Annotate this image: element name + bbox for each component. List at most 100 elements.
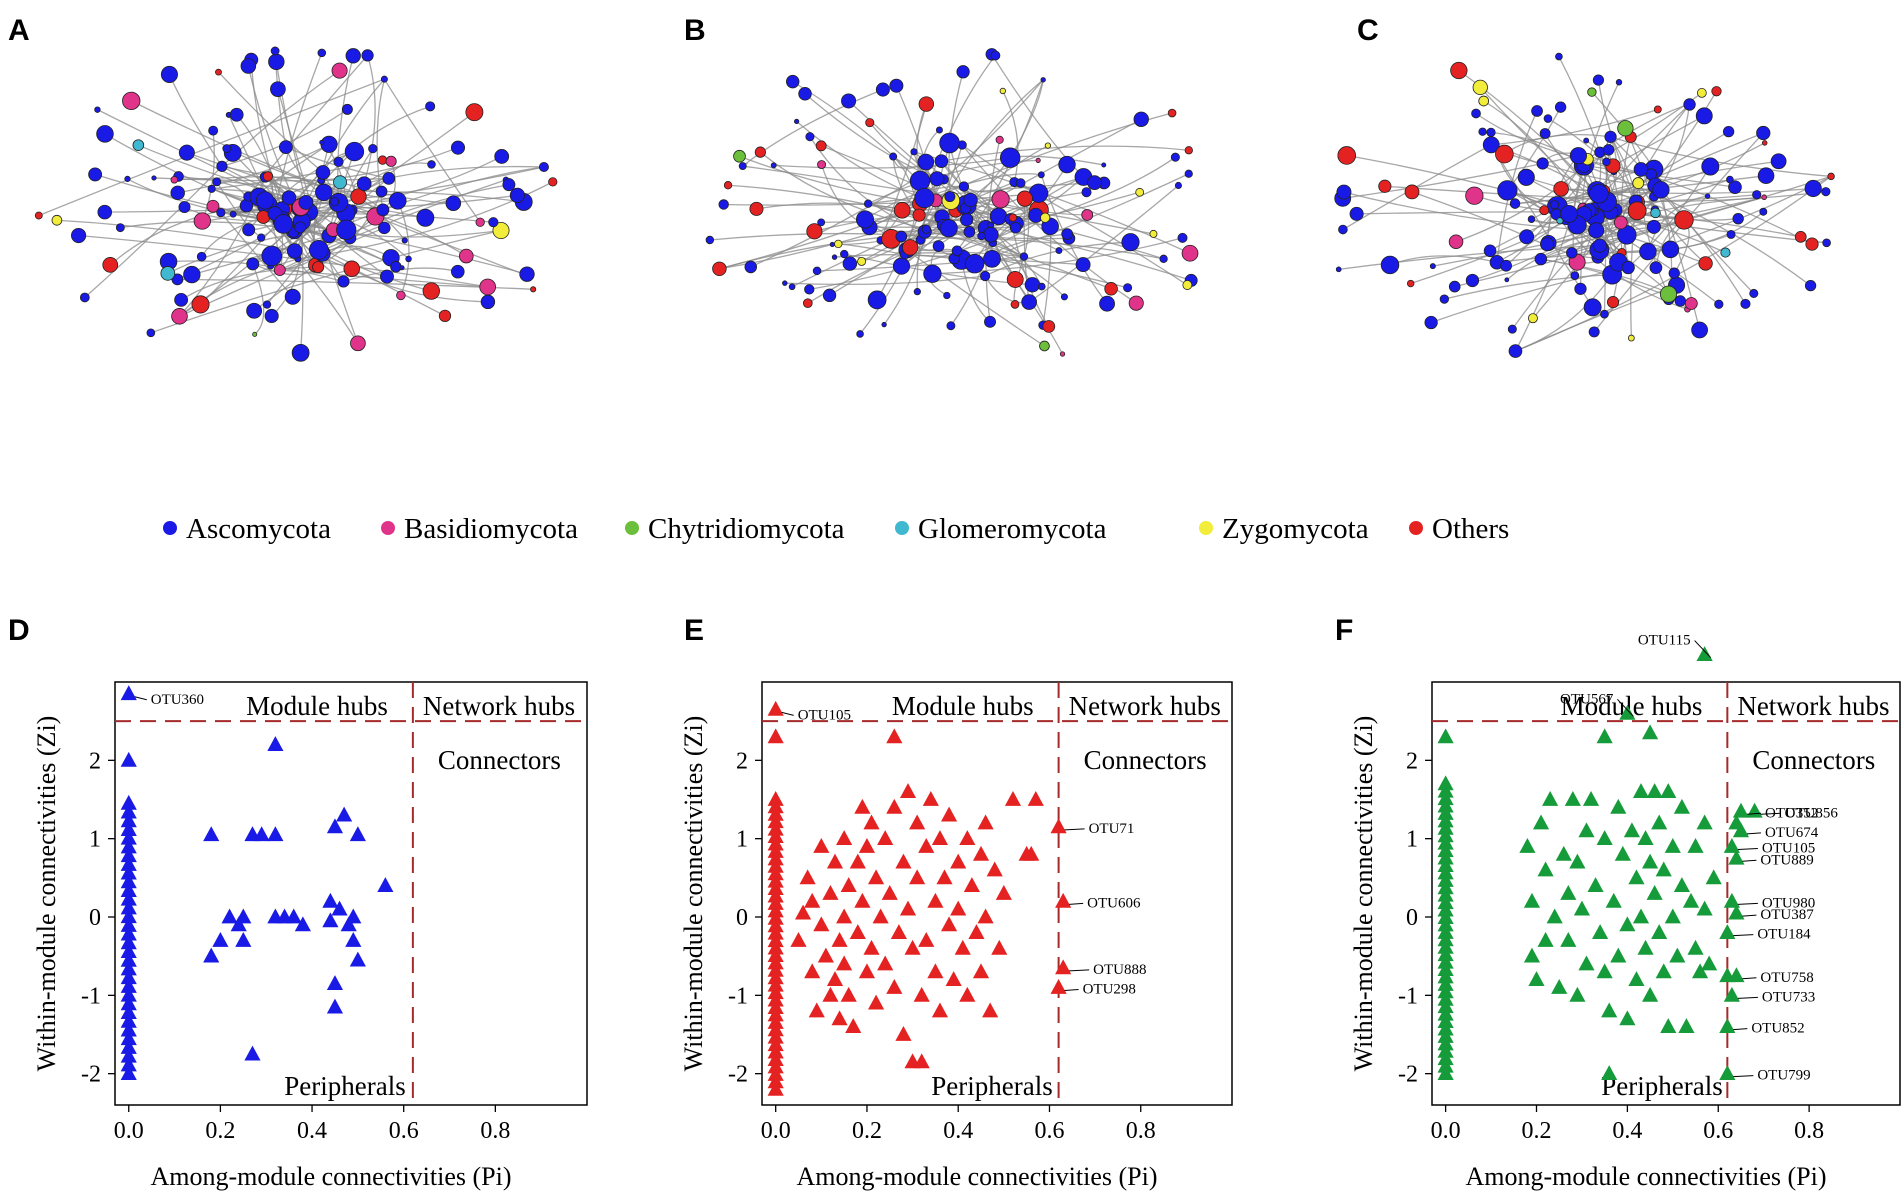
y-axis-title: Within-module connectivities (Zi)	[32, 716, 61, 1072]
network-edge	[1647, 195, 1708, 252]
network-node	[983, 226, 999, 243]
data-point	[1660, 783, 1677, 799]
network-node	[723, 181, 733, 190]
network-node	[1539, 128, 1551, 139]
x-axis-title: Among-module connectivities (Pi)	[150, 1162, 511, 1191]
network-edge	[180, 266, 319, 301]
network-node	[1613, 215, 1628, 230]
network-node	[1170, 152, 1180, 162]
network-node	[1543, 114, 1553, 123]
network-node	[855, 210, 875, 229]
network-node	[1439, 294, 1449, 304]
network-node	[1465, 186, 1484, 205]
network-node	[170, 175, 179, 184]
data-point	[331, 900, 348, 916]
network-edge	[78, 234, 488, 288]
scatter-panel-e: E 0.0 0.2 0.4 0.6 0.8 -2 -1 0 1 2 Among-module conn…	[679, 614, 1233, 1191]
network-edge	[1583, 164, 1736, 188]
y-tick-label: 0	[1406, 905, 1418, 931]
network-node	[895, 230, 908, 243]
network-node	[1429, 263, 1436, 270]
network-node	[705, 235, 715, 245]
network-node	[1650, 207, 1661, 219]
network-node	[1549, 200, 1560, 210]
data-point	[244, 1045, 261, 1061]
data-point	[840, 877, 857, 893]
network-node	[509, 187, 526, 203]
network-node	[262, 300, 272, 309]
data-point	[895, 1026, 912, 1041]
network-node	[1583, 298, 1602, 317]
network-edge	[936, 178, 1088, 216]
network-node	[1556, 217, 1564, 225]
data-point	[1646, 783, 1663, 799]
network-node	[1483, 244, 1497, 258]
network-node	[1055, 247, 1063, 255]
network-node	[1587, 87, 1597, 97]
network-node	[1653, 105, 1662, 114]
otu-label: OTU352	[1765, 805, 1818, 821]
data-point	[120, 995, 137, 1011]
network-node	[445, 195, 462, 212]
data-point	[120, 1030, 137, 1046]
data-point	[120, 943, 137, 958]
otu-label: OTU606	[1087, 895, 1141, 911]
scatter-panels: D 0.0 0.2 0.4 0.6 0.8 -2 -1 0 1 2 Among-module conn…	[8, 614, 1901, 1191]
network-edge	[150, 229, 502, 334]
network-node	[1081, 187, 1092, 198]
network-node	[1757, 167, 1775, 184]
legend-marker	[381, 521, 395, 535]
network-nodes	[705, 48, 1199, 357]
data-point	[868, 994, 885, 1010]
network-node	[246, 257, 260, 271]
x-axis-title: Among-module connectivities (Pi)	[796, 1162, 1157, 1191]
data-point	[826, 971, 844, 987]
network-node	[913, 288, 921, 296]
network-edge	[277, 88, 359, 344]
data-point	[1551, 979, 1568, 994]
network-node	[1661, 240, 1680, 259]
network-node	[990, 50, 1001, 61]
network-node	[1184, 146, 1193, 155]
network-node	[333, 156, 344, 167]
data-point	[294, 916, 311, 932]
data-point	[120, 1056, 137, 1072]
data-point	[804, 963, 821, 979]
network-node	[538, 161, 549, 172]
network-node	[178, 201, 191, 214]
network-node	[934, 154, 949, 168]
data-point	[895, 853, 912, 869]
x-tick-label: 0.2	[1522, 1118, 1552, 1144]
y-tick-label: 2	[736, 748, 748, 774]
data-point	[991, 939, 1008, 955]
network-node	[1600, 309, 1609, 319]
network-node	[1121, 233, 1140, 252]
network-node	[480, 294, 496, 310]
network-node	[356, 176, 372, 192]
network-node	[1726, 175, 1734, 184]
network-node	[802, 298, 813, 309]
network-node	[1534, 252, 1548, 266]
data-point	[1719, 924, 1736, 940]
data-point	[235, 908, 252, 924]
network-node	[320, 135, 338, 153]
network-edge	[1544, 133, 1638, 212]
network-edge	[1582, 81, 1620, 209]
network-node	[427, 160, 436, 169]
region-label-connectors: Connectors	[438, 745, 561, 775]
network-node	[1177, 232, 1188, 243]
data-point	[1596, 728, 1613, 744]
network-node	[115, 223, 125, 233]
plot-frame	[761, 681, 1233, 1106]
network-node	[1404, 184, 1420, 200]
network-node	[1184, 169, 1193, 178]
network-node	[1570, 271, 1580, 280]
otu-leader-line	[1742, 914, 1757, 917]
network-node	[368, 143, 378, 154]
network-node	[917, 153, 935, 171]
otu-label: OTU115	[1638, 633, 1691, 649]
data-point	[1719, 1018, 1736, 1034]
network-node	[1021, 294, 1037, 310]
x-axis-title: Among-module connectivities (Pi)	[1465, 1162, 1826, 1191]
